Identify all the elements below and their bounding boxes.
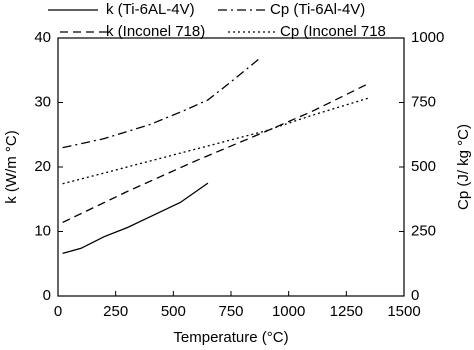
y2-tick-label: 500: [411, 158, 436, 175]
x-tick-label: 0: [54, 303, 62, 320]
legend-label: k (Ti-6AL-4V): [106, 1, 195, 18]
x-tick-label: 750: [218, 303, 243, 320]
y2-tick-label: 0: [411, 287, 419, 304]
x-tick-label: 1000: [272, 303, 305, 320]
y-tick-label: 30: [34, 93, 51, 110]
data-line: [62, 56, 262, 149]
plot-frame: [57, 37, 405, 297]
y2-tick-label: 1000: [411, 29, 444, 46]
x-axis-label: Temperature (°C): [173, 329, 288, 346]
y-tick-label: 20: [34, 158, 51, 175]
y2-tick-label: 250: [411, 222, 436, 239]
data-line: [62, 82, 370, 224]
y2-axis-label: Cp (J/ kg °C): [455, 124, 472, 210]
x-tick-label: 250: [103, 303, 128, 320]
x-tick-label: 1500: [387, 303, 420, 320]
legend-label: Cp (Ti-6Al-4V): [270, 1, 365, 18]
y-axis-label: k (W/m °C): [3, 130, 20, 203]
legend-label: k (Inconel 718): [106, 23, 205, 40]
y-tick-label: 0: [43, 287, 51, 304]
y-tick-label: 10: [34, 222, 51, 239]
legend-label: Cp (Inconel 718: [280, 23, 386, 40]
x-tick-label: 1250: [330, 303, 363, 320]
y2-tick-label: 750: [411, 93, 436, 110]
y-tick-label: 40: [34, 29, 51, 46]
data-line: [62, 182, 209, 255]
data-line: [62, 97, 370, 185]
x-tick-label: 500: [161, 303, 186, 320]
